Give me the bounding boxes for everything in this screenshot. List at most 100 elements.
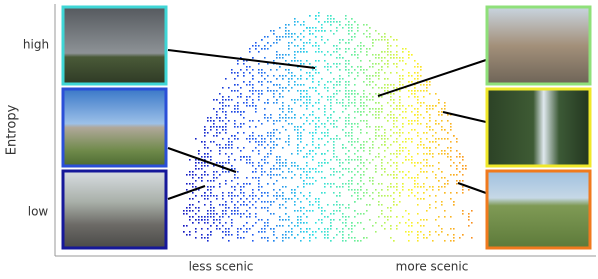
point	[237, 102, 239, 104]
point	[228, 195, 230, 197]
point	[360, 132, 362, 134]
point	[204, 126, 206, 128]
point	[219, 147, 221, 149]
point	[384, 168, 386, 170]
point	[357, 159, 359, 161]
point	[420, 90, 422, 92]
point	[384, 39, 386, 41]
point	[270, 135, 272, 137]
point	[279, 114, 281, 116]
point	[369, 147, 371, 149]
point	[396, 150, 398, 152]
point	[438, 114, 440, 116]
point	[291, 177, 293, 179]
point	[318, 48, 320, 50]
point	[306, 72, 308, 74]
point	[246, 156, 248, 158]
point	[390, 93, 392, 95]
photo	[61, 5, 168, 86]
point	[369, 138, 371, 140]
point	[288, 33, 290, 35]
point	[327, 231, 329, 233]
point	[213, 195, 215, 197]
point	[264, 57, 266, 59]
point	[291, 189, 293, 191]
point	[429, 147, 431, 149]
point	[399, 81, 401, 83]
point	[279, 93, 281, 95]
point	[420, 168, 422, 170]
point	[315, 102, 317, 104]
point	[333, 93, 335, 95]
point	[360, 240, 362, 242]
point	[210, 141, 212, 143]
point	[273, 129, 275, 131]
point	[426, 123, 428, 125]
point	[339, 39, 341, 41]
point	[423, 147, 425, 149]
point	[291, 153, 293, 155]
point	[333, 144, 335, 146]
point	[324, 234, 326, 236]
point	[186, 189, 188, 191]
point	[462, 180, 464, 182]
point	[402, 126, 404, 128]
point	[291, 78, 293, 80]
point	[381, 135, 383, 137]
point	[249, 195, 251, 197]
point	[444, 183, 446, 185]
point	[396, 66, 398, 68]
point	[297, 165, 299, 167]
point	[270, 138, 272, 140]
point	[225, 117, 227, 119]
point	[252, 120, 254, 122]
point	[399, 129, 401, 131]
point	[321, 138, 323, 140]
point	[312, 156, 314, 158]
point	[276, 225, 278, 227]
point	[345, 153, 347, 155]
point	[198, 207, 200, 209]
point	[408, 240, 410, 242]
point	[309, 153, 311, 155]
point	[282, 126, 284, 128]
point	[321, 51, 323, 53]
point	[234, 168, 236, 170]
point	[234, 123, 236, 125]
point	[345, 135, 347, 137]
point	[273, 132, 275, 134]
point	[276, 192, 278, 194]
x-level-label: more scenic	[396, 260, 469, 274]
point	[456, 165, 458, 167]
point	[402, 69, 404, 71]
point	[360, 105, 362, 107]
point	[417, 123, 419, 125]
point	[285, 198, 287, 200]
point	[264, 207, 266, 209]
point	[321, 219, 323, 221]
point	[393, 171, 395, 173]
point	[312, 234, 314, 236]
point	[348, 156, 350, 158]
point	[369, 219, 371, 221]
point	[351, 228, 353, 230]
point	[435, 123, 437, 125]
point	[396, 90, 398, 92]
point	[285, 159, 287, 161]
point	[462, 192, 464, 194]
point	[345, 69, 347, 71]
point	[285, 213, 287, 215]
point	[282, 117, 284, 119]
point	[216, 195, 218, 197]
point	[339, 78, 341, 80]
point	[309, 123, 311, 125]
point	[288, 78, 290, 80]
point	[282, 219, 284, 221]
point	[330, 219, 332, 221]
point	[240, 159, 242, 161]
point	[357, 123, 359, 125]
point	[408, 123, 410, 125]
point	[432, 171, 434, 173]
point	[294, 210, 296, 212]
point	[318, 51, 320, 53]
